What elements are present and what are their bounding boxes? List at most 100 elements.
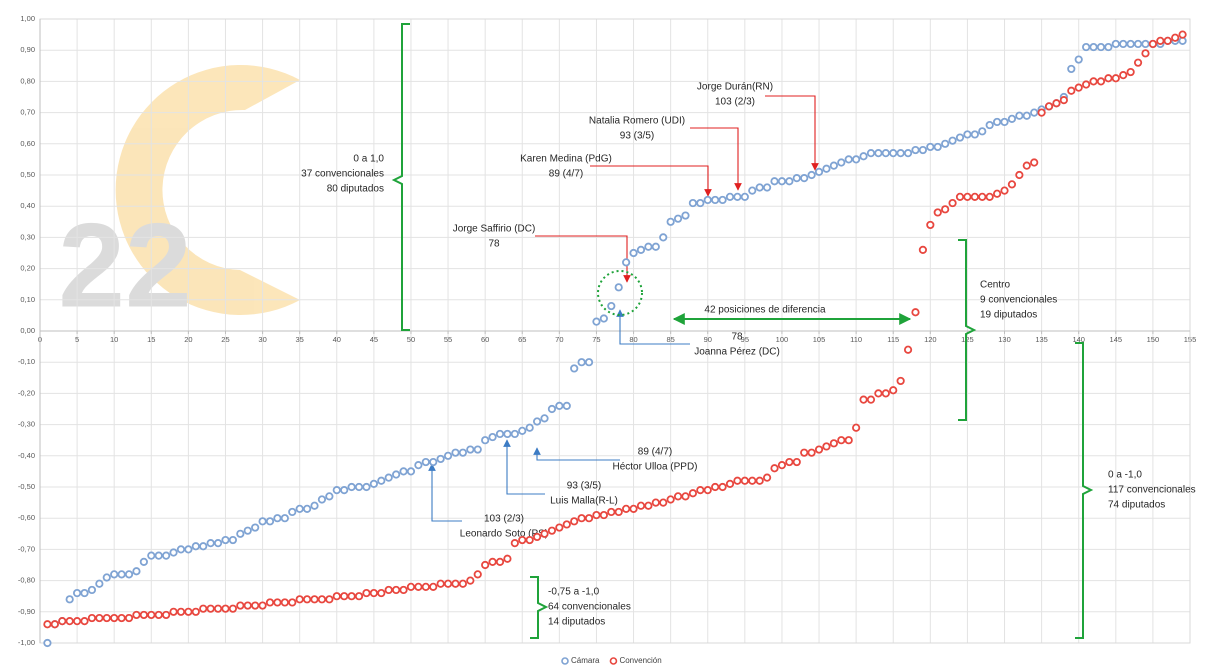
data-point [1141, 39, 1150, 49]
annotation-text: 64 convencionales [548, 602, 631, 613]
annotation-text: 89 (4/7) [638, 447, 672, 458]
data-point [414, 582, 423, 591]
data-point [72, 588, 82, 598]
y-tick-label: 0,10 [20, 295, 35, 304]
data-point [755, 183, 764, 192]
data-point [406, 582, 416, 591]
annotation-text: 74 diputados [1108, 500, 1165, 511]
data-point [124, 570, 134, 579]
legend-marker [561, 657, 569, 665]
annotation-text: -0,75 a -1,0 [548, 587, 600, 598]
data-point [874, 149, 883, 158]
data-point [95, 579, 104, 588]
y-tick-label: -1,00 [18, 638, 35, 647]
annotation-text: 117 convencionales [1108, 485, 1196, 496]
data-point [228, 604, 238, 613]
data-point [770, 464, 779, 473]
data-point [688, 198, 698, 208]
data-point [992, 117, 1002, 127]
data-point [429, 582, 438, 591]
data-point [466, 445, 475, 454]
data-point [199, 604, 208, 613]
data-point [532, 417, 542, 426]
y-tick-label: -0,20 [18, 388, 35, 397]
data-point [978, 192, 987, 201]
data-point [941, 139, 950, 148]
data-point [191, 607, 200, 616]
data-point [495, 429, 505, 439]
x-tick-label: 40 [333, 335, 341, 344]
data-point [473, 570, 482, 579]
data-point [696, 486, 705, 495]
data-point [852, 155, 861, 164]
data-point [392, 585, 401, 595]
data-point [562, 520, 571, 529]
data-point [918, 145, 928, 155]
data-point [1052, 99, 1061, 108]
data-point [65, 617, 74, 626]
y-tick-label: 0,60 [20, 139, 35, 148]
data-point [325, 595, 334, 604]
y-tick-label: -0,90 [18, 607, 35, 616]
data-point [377, 476, 386, 485]
data-point [822, 164, 831, 173]
logo: 22 [58, 65, 301, 333]
data-point [354, 592, 364, 601]
x-tick-label: 115 [887, 335, 899, 344]
data-point [570, 517, 579, 526]
data-point [1015, 111, 1024, 120]
data-point [970, 192, 979, 201]
data-point [1126, 39, 1135, 49]
data-point [785, 177, 794, 186]
data-point [666, 217, 675, 226]
data-point [110, 570, 119, 579]
data-point [481, 436, 490, 445]
data-point [95, 613, 104, 623]
data-point [584, 358, 594, 367]
data-point [1111, 39, 1120, 49]
data-point [139, 610, 148, 620]
data-point [1126, 67, 1135, 77]
y-tick-label: 0,30 [20, 232, 35, 241]
annotation-connector [530, 576, 549, 639]
x-tick-label: 95 [741, 335, 749, 344]
data-point [295, 595, 304, 604]
y-tick-label: 0,20 [20, 264, 35, 273]
data-point [518, 535, 527, 545]
data-point [703, 195, 712, 205]
data-point [317, 495, 327, 504]
data-point [162, 551, 171, 560]
data-point [110, 613, 119, 623]
data-point [87, 585, 97, 595]
data-point [117, 570, 126, 579]
data-point [1000, 117, 1009, 127]
data-point [1133, 39, 1143, 49]
data-point [518, 426, 527, 435]
annotation-text: 19 diputados [980, 310, 1037, 321]
data-point [1119, 39, 1128, 49]
data-point [429, 457, 438, 467]
data-point [295, 504, 304, 513]
data-point [881, 389, 890, 398]
data-point [340, 592, 349, 601]
data-point [1089, 42, 1098, 52]
data-point [199, 542, 208, 551]
x-tick-label: 75 [592, 335, 600, 344]
data-point [221, 604, 230, 613]
data-point [814, 445, 824, 454]
data-point [436, 454, 445, 464]
logo-text: 22 [58, 199, 191, 333]
data-point [844, 436, 853, 445]
annotation-text: 0 a -1,0 [1108, 470, 1142, 481]
data-point [792, 174, 801, 183]
data-point [629, 504, 638, 513]
data-point [673, 492, 683, 501]
data-point [636, 245, 646, 254]
data-point [243, 601, 252, 610]
data-point [762, 473, 772, 482]
data-point [503, 429, 512, 439]
data-point [124, 613, 134, 623]
data-point [948, 136, 957, 145]
data-point [221, 535, 230, 545]
data-point [926, 220, 935, 230]
